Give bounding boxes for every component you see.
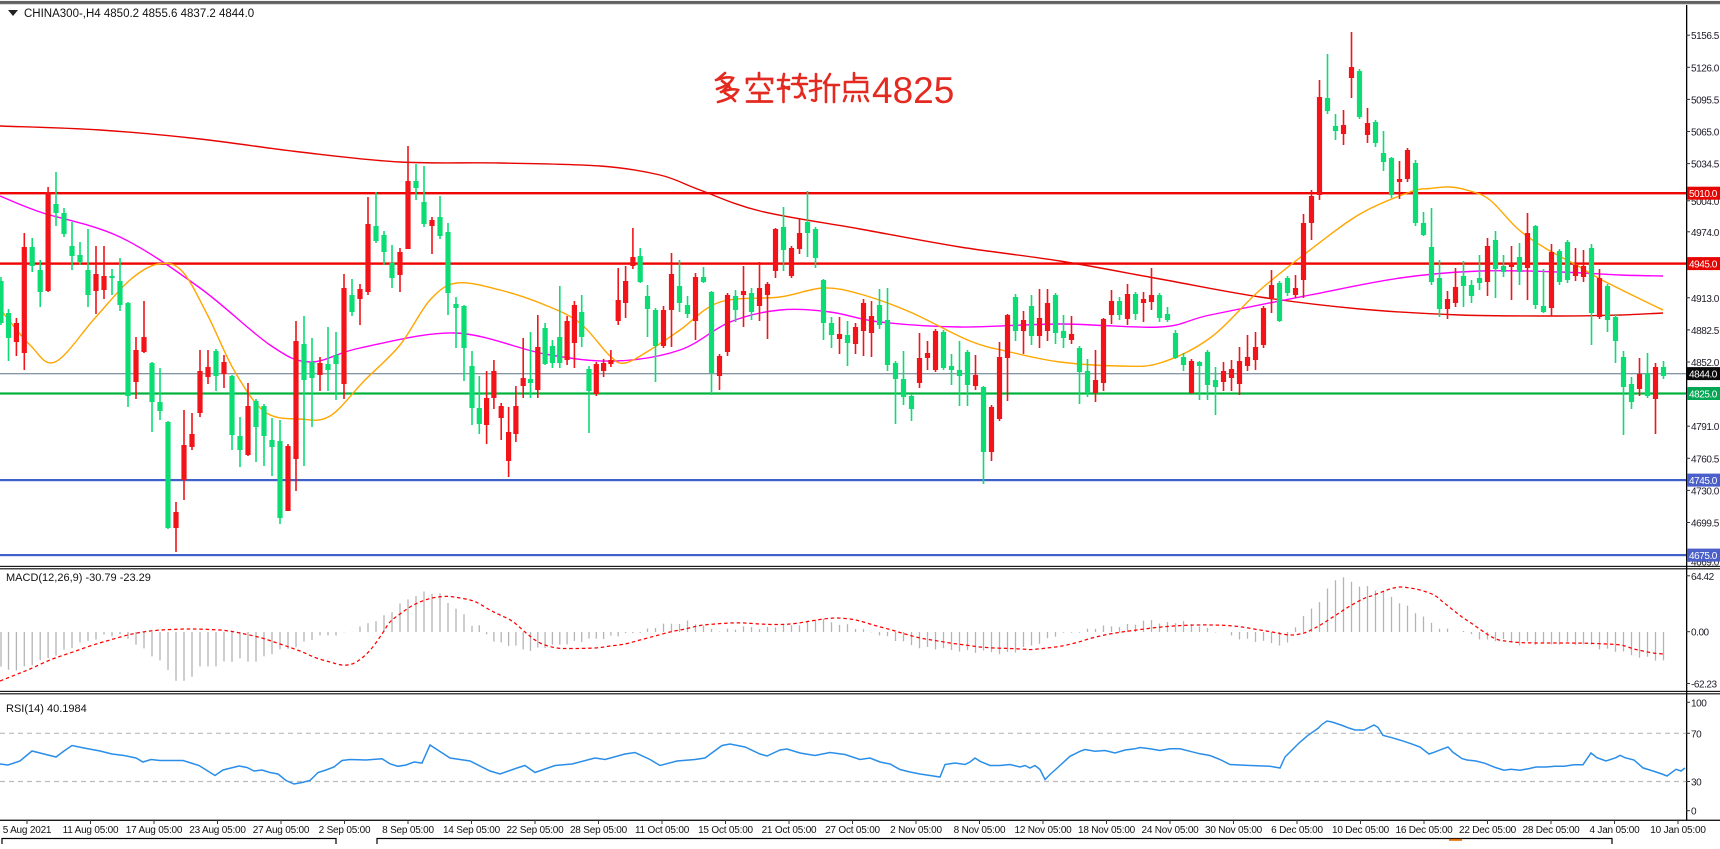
svg-text:70: 70 [1691,729,1702,740]
svg-text:0.00: 0.00 [1691,628,1710,639]
svg-text:4 Jan 05:00: 4 Jan 05:00 [1589,825,1640,836]
svg-text:4745.0: 4745.0 [1689,476,1718,487]
svg-text:12 Nov 05:00: 12 Nov 05:00 [1014,825,1072,836]
svg-text:24 Nov 05:00: 24 Nov 05:00 [1141,825,1199,836]
svg-text:2 Sep 05:00: 2 Sep 05:00 [319,825,371,836]
svg-text:RSI(14) 40.1984: RSI(14) 40.1984 [6,703,87,715]
svg-text:15 Oct 05:00: 15 Oct 05:00 [698,825,753,836]
svg-text:5156.5: 5156.5 [1691,31,1720,42]
svg-text:4945.0: 4945.0 [1689,260,1718,271]
svg-text:10 Dec 05:00: 10 Dec 05:00 [1332,825,1390,836]
svg-text:4675.0: 4675.0 [1689,551,1718,562]
svg-text:30: 30 [1691,778,1702,789]
svg-text:4791.0: 4791.0 [1691,422,1720,433]
svg-text:MACD(12,26,9) -30.79 -23.29: MACD(12,26,9) -30.79 -23.29 [6,572,151,584]
svg-text:27 Aug 05:00: 27 Aug 05:00 [253,825,310,836]
svg-text:4699.5: 4699.5 [1691,519,1720,530]
svg-text:-62.23: -62.23 [1691,680,1718,691]
svg-text:64.42: 64.42 [1691,572,1715,583]
svg-text:4825: 4825 [872,70,954,111]
svg-text:0: 0 [1691,807,1697,818]
svg-text:2 Nov 05:00: 2 Nov 05:00 [890,825,942,836]
svg-text:100: 100 [1691,698,1707,709]
svg-text:4669.0: 4669.0 [1691,557,1720,568]
svg-text:5 Aug 2021: 5 Aug 2021 [3,825,52,836]
svg-text:18 Nov 05:00: 18 Nov 05:00 [1078,825,1136,836]
svg-text:28 Sep 05:00: 28 Sep 05:00 [570,825,628,836]
svg-text:4825.0: 4825.0 [1689,390,1718,401]
svg-text:5065.0: 5065.0 [1691,128,1720,139]
svg-text:4844.0: 4844.0 [1689,370,1718,381]
svg-text:11 Oct 05:00: 11 Oct 05:00 [635,825,690,836]
svg-text:4882.5: 4882.5 [1691,326,1720,337]
svg-text:5010.0: 5010.0 [1689,189,1718,200]
svg-text:6 Dec 05:00: 6 Dec 05:00 [1271,825,1323,836]
svg-text:4913.0: 4913.0 [1691,294,1720,305]
svg-text:23 Aug 05:00: 23 Aug 05:00 [189,825,246,836]
svg-text:CHINA300-,H4 4850.2 4855.6 48: CHINA300-,H4 4850.2 4855.6 4837.2 4844.0 [24,8,254,20]
svg-text:4974.0: 4974.0 [1691,228,1720,239]
svg-text:17 Aug 05:00: 17 Aug 05:00 [126,825,183,836]
svg-text:5126.0: 5126.0 [1691,63,1720,74]
svg-text:4852.0: 4852.0 [1691,358,1720,369]
svg-text:11 Aug 05:00: 11 Aug 05:00 [63,825,119,836]
svg-text:5034.5: 5034.5 [1691,160,1720,171]
svg-text:30 Nov 05:00: 30 Nov 05:00 [1205,825,1263,836]
svg-text:4760.5: 4760.5 [1691,454,1720,465]
svg-text:5095.5: 5095.5 [1691,95,1720,106]
svg-text:22 Dec 05:00: 22 Dec 05:00 [1459,825,1517,836]
svg-text:28 Dec 05:00: 28 Dec 05:00 [1522,825,1580,836]
svg-text:14 Sep 05:00: 14 Sep 05:00 [443,825,501,836]
svg-text:8 Sep 05:00: 8 Sep 05:00 [382,825,434,836]
svg-text:16 Dec 05:00: 16 Dec 05:00 [1395,825,1453,836]
svg-text:8 Nov 05:00: 8 Nov 05:00 [954,825,1006,836]
svg-text:27 Oct 05:00: 27 Oct 05:00 [825,825,880,836]
svg-text:5004.0: 5004.0 [1691,197,1720,208]
svg-text:22 Sep 05:00: 22 Sep 05:00 [506,825,564,836]
svg-text:21 Oct 05:00: 21 Oct 05:00 [762,825,817,836]
svg-text:10 Jan 05:00: 10 Jan 05:00 [1650,825,1706,836]
svg-text:4730.0: 4730.0 [1691,486,1720,497]
